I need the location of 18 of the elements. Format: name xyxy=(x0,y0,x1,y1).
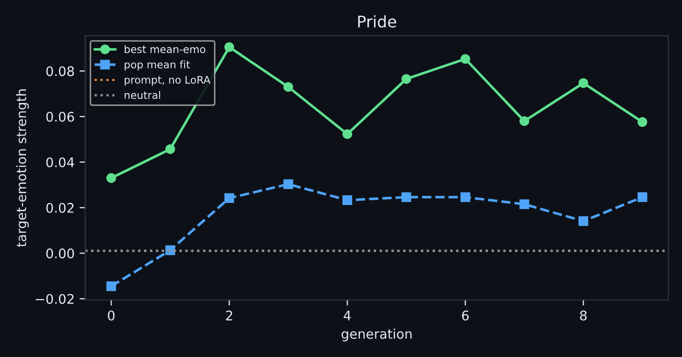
x-tick-label: 6 xyxy=(462,310,469,321)
legend-label: neutral xyxy=(124,90,160,100)
x-tick-label: 2 xyxy=(226,310,232,320)
y-tick-label: 0.04 xyxy=(46,157,74,168)
x-tick-label: 8 xyxy=(580,310,587,321)
legend-label: best mean-emo xyxy=(124,45,206,54)
y-tick-label: 0.08 xyxy=(46,66,74,76)
x-tick-label: 4 xyxy=(344,310,351,320)
y-axis-title: target-emotion strength xyxy=(16,89,29,247)
legend-label: pop mean fit xyxy=(124,60,190,70)
legend-label: prompt, no LoRA xyxy=(124,76,210,86)
chart-title: Pride xyxy=(358,15,396,28)
y-tick-label: 0.02 xyxy=(46,202,74,213)
y-tick-label: 0.00 xyxy=(46,248,74,258)
y-tick-label: −0.02 xyxy=(36,294,74,304)
x-tick-label: 0 xyxy=(108,310,115,321)
x-axis-title: generation xyxy=(342,328,412,342)
y-tick-label: 0.06 xyxy=(46,112,74,122)
